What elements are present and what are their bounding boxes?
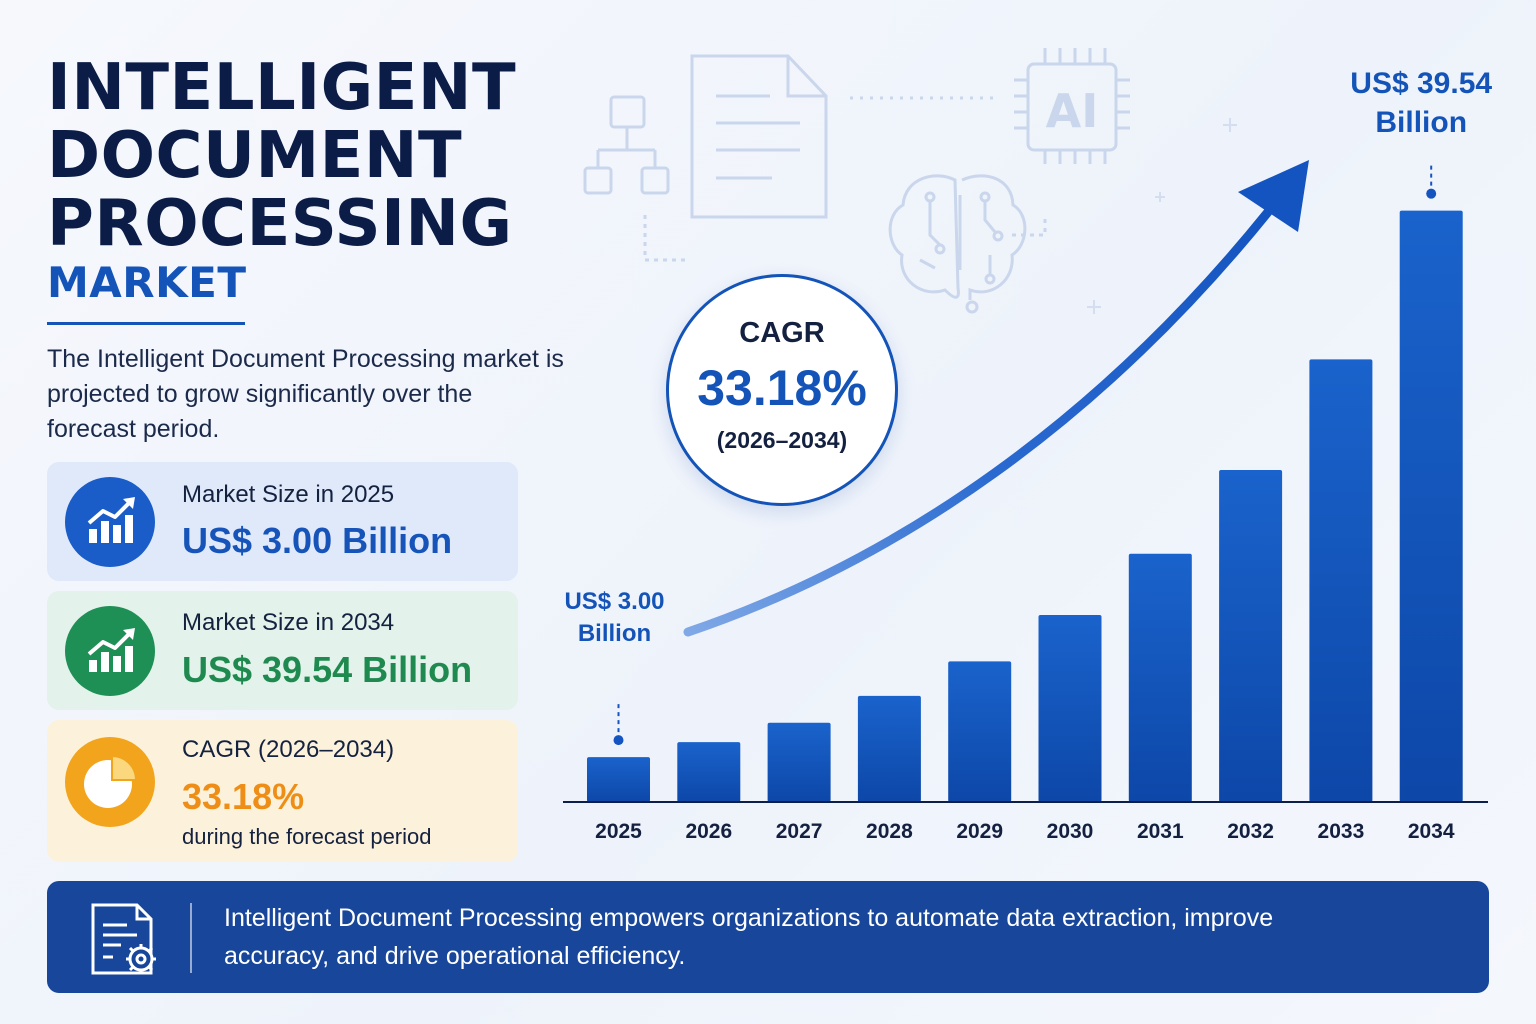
growth-chart-icon <box>65 606 155 696</box>
cagr-badge: CAGR 33.18% (2026–2034) <box>666 274 898 506</box>
bar-2030 <box>1038 615 1102 802</box>
title-line-1: INTELLIGENT <box>47 51 517 125</box>
end-annotation-line1: US$ 39.54 <box>1350 67 1492 100</box>
x-tick-label: 2028 <box>866 820 913 843</box>
market-size-2025-card: Market Size in 2025 US$ 3.00 Billion <box>47 462 518 581</box>
annotation-dot <box>1426 188 1437 199</box>
trend-arrow <box>683 207 1273 637</box>
end-annotation-line2: Billion <box>1375 106 1467 139</box>
cagr-card: CAGR (2026–2034) 33.18% during the forec… <box>47 720 518 862</box>
document-icon <box>690 54 828 219</box>
flowchart-icon <box>583 95 690 262</box>
cagr-badge-value: 33.18% <box>697 360 867 416</box>
x-tick-label: 2031 <box>1137 820 1184 843</box>
bar-2031 <box>1128 553 1192 802</box>
cagr-badge-label: CAGR <box>739 317 825 349</box>
title-underline <box>47 322 245 325</box>
x-tick-label: 2034 <box>1408 820 1455 843</box>
x-tick-label: 2032 <box>1227 820 1274 843</box>
brain-circuit-icon <box>888 174 1047 314</box>
bar-2025 <box>587 757 650 802</box>
bar-2032 <box>1219 469 1283 802</box>
market-size-2034-card: Market Size in 2034 US$ 39.54 Billion <box>47 591 518 710</box>
document-settings-icon <box>91 903 156 975</box>
x-tick-label: 2030 <box>1047 820 1094 843</box>
title-line-2: DOCUMENT <box>47 119 463 193</box>
card-label: CAGR (2026–2034) <box>182 736 395 763</box>
start-annotation-line1: US$ 3.00 <box>564 588 664 615</box>
bar-2029 <box>948 661 1012 802</box>
bar-2034 <box>1399 210 1463 803</box>
banner-text: Intelligent Document Processing empowers… <box>224 904 1274 970</box>
banner-divider <box>190 903 192 973</box>
cagr-badge-period: (2026–2034) <box>716 427 848 453</box>
pie-chart-icon <box>65 737 155 827</box>
x-tick-label: 2029 <box>956 820 1003 843</box>
card-note: during the forecast period <box>182 824 432 849</box>
card-value: 33.18% <box>182 776 305 817</box>
x-tick-label: 2025 <box>595 820 642 843</box>
x-tick-label: 2033 <box>1318 820 1365 843</box>
card-label: Market Size in 2025 <box>182 481 395 508</box>
growth-chart-icon <box>65 477 155 567</box>
ai-chip-label: AI <box>1046 84 1099 138</box>
bar-2028 <box>857 695 921 802</box>
ai-chip-icon <box>1014 48 1130 164</box>
title-line-3: PROCESSING <box>47 187 513 261</box>
summary-banner: Intelligent Document Processing empowers… <box>47 881 1489 993</box>
intro-text: The Intelligent Document Processing mark… <box>47 345 564 443</box>
bar-2026 <box>677 742 741 802</box>
card-label: Market Size in 2034 <box>182 609 395 636</box>
card-value: US$ 39.54 Billion <box>182 649 473 690</box>
annotation-dot <box>613 735 624 746</box>
start-annotation-line2: Billion <box>578 620 651 647</box>
x-tick-label: 2027 <box>776 820 823 843</box>
bar-2027 <box>767 722 831 802</box>
card-value: US$ 3.00 Billion <box>182 520 453 561</box>
title-subtitle: MARKET <box>47 258 247 307</box>
trend-arrow-head <box>1238 160 1309 232</box>
x-tick-label: 2026 <box>685 820 732 843</box>
bar-2033 <box>1309 359 1373 802</box>
